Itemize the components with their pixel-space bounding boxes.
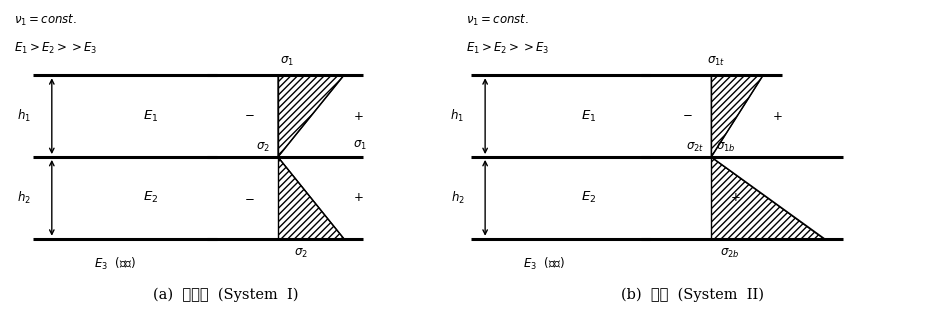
Text: $E_3$  (노반): $E_3$ (노반) <box>94 256 137 272</box>
Text: $-$: $-$ <box>244 191 254 204</box>
Text: $+$: $+$ <box>353 191 364 204</box>
Text: $\sigma_1$: $\sigma_1$ <box>281 54 294 68</box>
Text: $h_2$: $h_2$ <box>17 190 31 206</box>
Text: $+$: $+$ <box>772 110 783 123</box>
Text: $\sigma_{1b}$: $\sigma_{1b}$ <box>716 141 736 154</box>
Text: $E_3$  (노반): $E_3$ (노반) <box>523 256 565 272</box>
Text: $-$: $-$ <box>682 106 692 120</box>
Text: $+$: $+$ <box>730 191 740 204</box>
Text: (a)  비결합  (System  I): (a) 비결합 (System I) <box>154 288 299 302</box>
Text: $\sigma_{2t}$: $\sigma_{2t}$ <box>686 141 704 154</box>
Text: $\nu_1 = const.$: $\nu_1 = const.$ <box>466 13 529 28</box>
Text: $E_2$: $E_2$ <box>581 190 596 205</box>
Text: $\sigma_2$: $\sigma_2$ <box>295 246 308 260</box>
Text: $+$: $+$ <box>353 110 364 123</box>
Text: $E_1$: $E_1$ <box>143 109 158 124</box>
Text: $h_1$: $h_1$ <box>17 108 31 124</box>
Text: $-$: $-$ <box>244 106 254 120</box>
Text: $E_1$: $E_1$ <box>581 109 596 124</box>
Text: $E_1 > E_2 >> E_3$: $E_1 > E_2 >> E_3$ <box>14 41 97 56</box>
Text: $\sigma_{2b}$: $\sigma_{2b}$ <box>721 246 739 260</box>
Text: $h_2$: $h_2$ <box>450 190 464 206</box>
Text: $h_1$: $h_1$ <box>450 108 464 124</box>
Text: $E_2$: $E_2$ <box>143 190 158 205</box>
Text: $\sigma_{1t}$: $\sigma_{1t}$ <box>706 54 725 68</box>
Text: (b)  결합  (System  II): (b) 결합 (System II) <box>621 288 764 302</box>
Text: $\nu_1 = const.$: $\nu_1 = const.$ <box>14 13 77 28</box>
Text: $E_1 > E_2 >> E_3$: $E_1 > E_2 >> E_3$ <box>466 41 549 56</box>
Text: $\sigma_2$: $\sigma_2$ <box>256 141 270 154</box>
Text: $\sigma_1$: $\sigma_1$ <box>353 139 367 152</box>
